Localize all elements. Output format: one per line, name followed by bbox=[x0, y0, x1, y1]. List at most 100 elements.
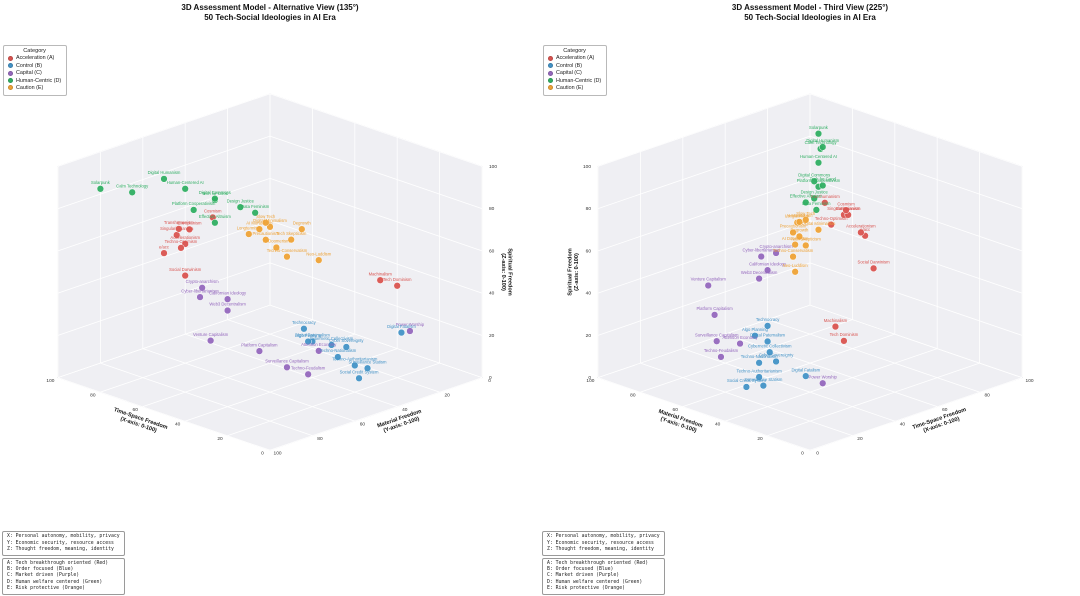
note-line: E: Risk protective (Orange) bbox=[7, 585, 85, 591]
data-point bbox=[766, 348, 774, 356]
scatter-3d-plot: 002020404060608080100100020406080100Time… bbox=[568, 93, 1034, 456]
legend-items: Acceleration (A) Control (B) Capital (C) Hu… bbox=[548, 55, 601, 91]
point-label: Effective Altruism bbox=[790, 194, 823, 199]
data-point bbox=[772, 357, 780, 366]
tick-label: 80 bbox=[984, 392, 990, 398]
data-point bbox=[772, 249, 780, 257]
data-point bbox=[363, 364, 372, 372]
grid-line bbox=[725, 333, 938, 408]
data-point bbox=[831, 322, 840, 331]
note-line: X: Personal autonomy, mobility, privacy bbox=[7, 534, 120, 540]
point-label: Calm Technology bbox=[805, 140, 838, 145]
data-point bbox=[842, 206, 850, 214]
grid-line bbox=[809, 177, 1023, 252]
point-label: Venture Capitalism bbox=[691, 277, 727, 282]
tick-label: 40 bbox=[586, 291, 592, 297]
point-label: Machinalism bbox=[824, 318, 848, 323]
grid-line bbox=[57, 377, 271, 451]
point-label: Slow Tech bbox=[796, 211, 816, 216]
point-label: Machinalism bbox=[369, 271, 393, 276]
point-label: Neo-Luddism bbox=[783, 263, 808, 268]
point-label: Cosmism bbox=[837, 201, 855, 206]
axes-3d: 002020404060608080100100020406080100Time… bbox=[46, 93, 513, 456]
tick-label: 100 bbox=[586, 378, 594, 384]
point-label: Solarpunk bbox=[91, 180, 111, 185]
data-point bbox=[713, 337, 721, 345]
grid-line bbox=[269, 177, 483, 252]
axis-note-box: X: Personal autonomy, mobility, privacy Y… bbox=[542, 531, 665, 556]
point-label: Cosmism bbox=[204, 209, 222, 214]
tick-label: 60 bbox=[673, 407, 679, 413]
point-label: Cybernetic Collectivism bbox=[310, 336, 354, 341]
panel-subtitle: 50 Tech-Social Ideologies in AI Era bbox=[744, 12, 876, 22]
data-point bbox=[755, 274, 763, 283]
legend-title: Category bbox=[563, 48, 586, 54]
point-label: e/acc bbox=[860, 227, 870, 232]
data-point bbox=[814, 130, 823, 138]
point-label: Californian Ideology bbox=[749, 261, 787, 266]
grid-line bbox=[597, 135, 811, 209]
point-label: Techno-Nationalism bbox=[319, 348, 356, 353]
tick-label: 60 bbox=[360, 421, 366, 427]
data-point bbox=[262, 236, 270, 244]
tick-label: 20 bbox=[444, 392, 450, 398]
data-point bbox=[211, 195, 219, 203]
data-point bbox=[704, 281, 712, 290]
data-point bbox=[181, 271, 189, 280]
grid-line bbox=[597, 220, 811, 294]
tick-label: 0 bbox=[489, 375, 492, 381]
legend-label: Control (B) bbox=[16, 62, 43, 69]
svg-text:Spiritual Freedom: Spiritual Freedom bbox=[568, 248, 574, 296]
annotation-boxes: X: Personal autonomy, mobility, privacy Y… bbox=[2, 531, 125, 595]
data-point bbox=[802, 241, 810, 250]
grid-line bbox=[767, 362, 980, 437]
point-label: Tech for Good bbox=[810, 177, 837, 182]
note-line: Y: Economic security, resource access bbox=[547, 540, 654, 546]
point-label: Accelerationism bbox=[170, 235, 200, 240]
data-point bbox=[789, 228, 797, 237]
grid-line bbox=[57, 93, 271, 167]
point-label: Digital Paternalism bbox=[750, 333, 785, 338]
grid-line bbox=[100, 362, 313, 437]
tick-label: 80 bbox=[317, 436, 323, 442]
data-point bbox=[789, 253, 797, 261]
point-label: Singularitarianism bbox=[827, 206, 861, 211]
point-label: Surveillance Capitalism bbox=[265, 358, 309, 363]
point-label: Tech Skepticism bbox=[276, 231, 307, 236]
point-label: Extropianism bbox=[177, 221, 202, 226]
point-label: Cyber Sovereignty bbox=[329, 338, 364, 343]
data-point bbox=[710, 311, 719, 319]
data-point bbox=[236, 203, 244, 211]
note-line: C: Market driven (Purple) bbox=[547, 573, 620, 579]
data-point bbox=[272, 243, 281, 252]
point-label: Platform Cooperativism bbox=[797, 178, 841, 183]
data-point bbox=[96, 185, 105, 193]
legend-swatch bbox=[548, 63, 553, 69]
point-label: Cyber Sovereignty bbox=[759, 353, 794, 358]
point-label: Techno-Optimism bbox=[165, 239, 198, 244]
legend-label: Acceleration (A) bbox=[16, 55, 55, 62]
tick-label: 60 bbox=[133, 407, 139, 413]
panel-third-view: 3D Assessment Model - Third View (225°) … bbox=[540, 0, 1080, 596]
data-point bbox=[763, 322, 772, 330]
axis-label: Material Freedom(Y-axis: 0-100) bbox=[377, 409, 423, 434]
grid-line bbox=[809, 135, 1023, 209]
data-point bbox=[397, 328, 406, 337]
grid-line bbox=[227, 319, 440, 393]
point-label: Techno-Feudalism bbox=[704, 348, 739, 353]
data-point bbox=[736, 339, 744, 348]
point-label: Design Justice bbox=[227, 198, 255, 203]
point-label: Effective Altruism bbox=[199, 214, 232, 219]
grid-line bbox=[100, 319, 313, 393]
point-label: AI Doomerism bbox=[263, 239, 290, 244]
data-point bbox=[255, 347, 264, 355]
point-label: Techno-Nationalism bbox=[741, 354, 778, 359]
tick-label: 20 bbox=[857, 436, 863, 442]
tick-label: 100 bbox=[583, 164, 591, 170]
grid-line bbox=[597, 262, 811, 336]
data-point bbox=[211, 219, 219, 227]
data-point bbox=[763, 337, 772, 346]
data-point bbox=[304, 337, 312, 346]
grid-line bbox=[185, 333, 398, 408]
legend-items: Acceleration (A) Control (B) Capital (C) Hu… bbox=[8, 55, 61, 91]
